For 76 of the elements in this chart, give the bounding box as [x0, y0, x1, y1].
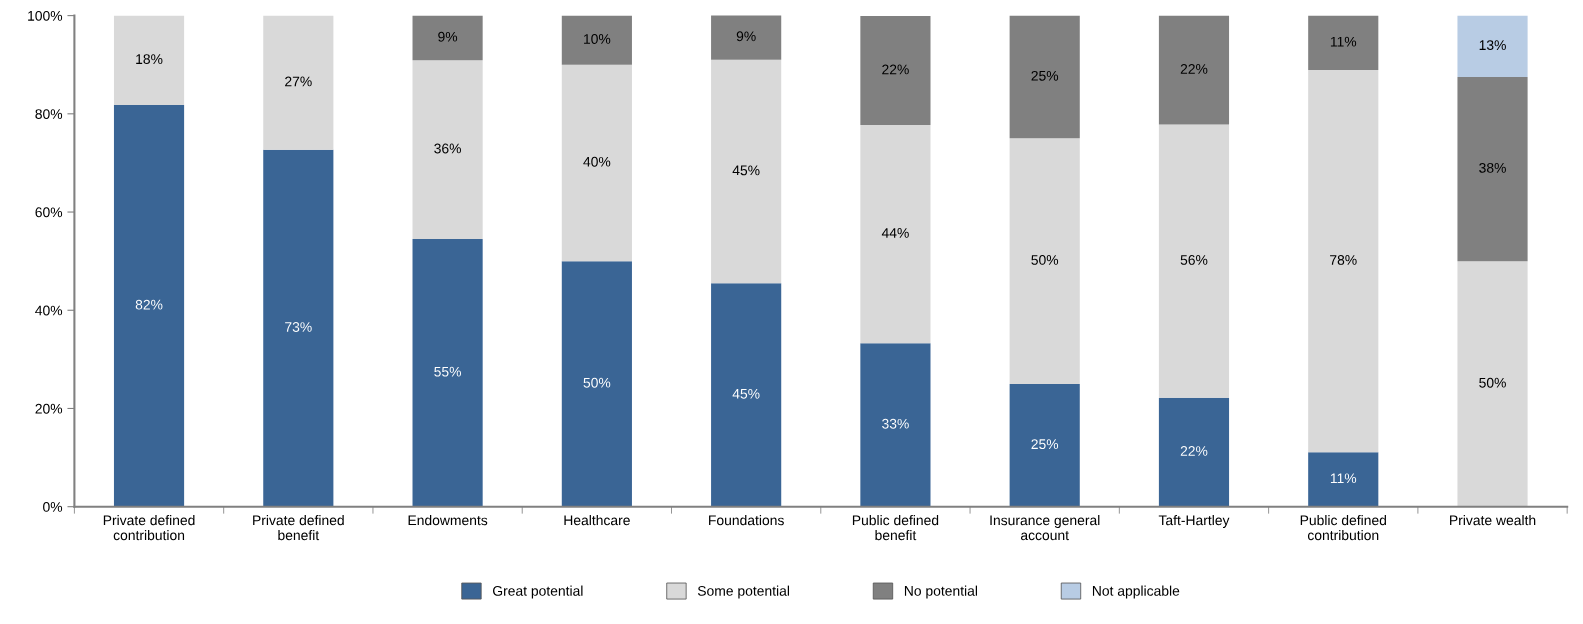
x-tick-label: Public defined benefit — [852, 515, 939, 541]
bar — [1158, 397, 1230, 507]
bar — [1009, 383, 1080, 507]
bar — [711, 59, 782, 284]
data-label: 9% — [736, 31, 756, 42]
data-label: 9% — [438, 31, 458, 42]
x-tick-label: Private defined benefit — [253, 515, 344, 541]
bar — [412, 239, 483, 507]
data-label: 22% — [1180, 446, 1208, 456]
data-label: 50% — [1479, 377, 1506, 388]
data-label: 25% — [1031, 439, 1059, 450]
legend-label: Not applicable — [1092, 585, 1180, 599]
y-tick-label: 20% — [35, 403, 63, 414]
data-label: 82% — [135, 299, 163, 310]
bar — [412, 15, 483, 61]
bar — [1158, 124, 1230, 398]
data-label: 40% — [583, 156, 611, 167]
data-label: 38% — [1479, 162, 1506, 173]
data-label: 11% — [1330, 473, 1357, 484]
data-label: 25% — [1031, 70, 1059, 81]
legend-label: Great potential — [492, 585, 583, 599]
x-tick-label: Private wealth — [1450, 515, 1536, 526]
bar — [113, 15, 185, 105]
bar — [412, 60, 483, 240]
bar — [1308, 15, 1379, 71]
data-label: 22% — [882, 64, 909, 75]
y-tick-label: 0% — [43, 502, 63, 512]
bar — [860, 16, 931, 126]
bar — [561, 64, 632, 262]
bar — [263, 15, 334, 150]
y-tick-label: 60% — [35, 207, 63, 218]
bar — [1009, 15, 1080, 139]
bar — [1308, 452, 1379, 507]
bar — [113, 104, 185, 507]
data-label: 50% — [583, 377, 611, 388]
bar — [561, 261, 632, 507]
y-tick-label: 100% — [28, 10, 63, 21]
x-tick-label: Foundations — [709, 515, 784, 526]
data-label: 10% — [584, 34, 611, 44]
bar — [1457, 15, 1528, 77]
bar — [561, 15, 632, 65]
bar — [1158, 15, 1230, 125]
x-tick-label: Public defined contribution — [1300, 515, 1386, 541]
data-label: 73% — [285, 322, 312, 332]
bar — [1009, 138, 1080, 384]
x-tick-label: Endowments — [408, 515, 488, 526]
data-label: 45% — [732, 165, 760, 176]
data-label: 33% — [882, 418, 909, 429]
x-tick-label: Taft-Hartley — [1158, 515, 1230, 528]
x-tick-label: Private defined contribution — [103, 515, 195, 541]
bar — [860, 125, 931, 344]
y-tick-label: 40% — [35, 305, 63, 316]
data-label: 44% — [881, 228, 909, 238]
legend-label: No potential — [904, 585, 978, 599]
data-label: 55% — [434, 366, 461, 377]
data-label: 78% — [1330, 255, 1357, 265]
bar — [860, 343, 931, 507]
data-label: 27% — [285, 76, 312, 87]
bar — [1308, 70, 1379, 453]
data-label: 11% — [1330, 36, 1357, 47]
bar — [1457, 76, 1528, 262]
bar — [711, 283, 782, 507]
data-label: 13% — [1479, 40, 1506, 51]
data-label: 50% — [1031, 255, 1059, 265]
bar — [711, 15, 782, 60]
legend-label: Some potential — [697, 585, 789, 599]
data-label: 45% — [732, 388, 760, 399]
bar — [1457, 261, 1528, 507]
data-label: 22% — [1180, 64, 1208, 74]
y-tick-label: 80% — [35, 109, 63, 119]
data-label: 18% — [136, 54, 163, 65]
x-tick-label: Insurance general account — [990, 515, 1100, 541]
x-tick-label: Healthcare — [564, 515, 630, 526]
bar — [263, 149, 334, 507]
data-label: 56% — [1180, 255, 1208, 265]
data-label: 36% — [434, 143, 461, 154]
